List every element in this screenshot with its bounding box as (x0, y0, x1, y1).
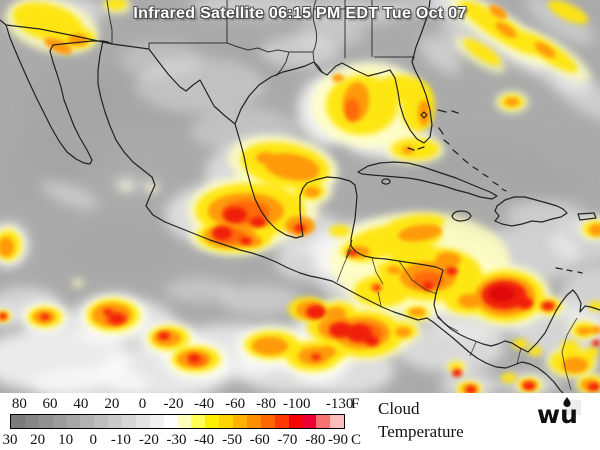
colorbar-cell (177, 415, 192, 428)
colorbar-cell (108, 415, 122, 428)
tick-label: -90 (328, 432, 348, 448)
colorbar-cell (135, 415, 150, 428)
tick-label: -60 (249, 432, 270, 448)
tick-label: -20 (163, 396, 184, 412)
celsius-unit-label: C (351, 432, 362, 448)
legend-caption-line1: Cloud (378, 399, 420, 418)
colorbar-cell (233, 415, 247, 428)
legend-colorbar (10, 414, 345, 429)
colorbar-cell (302, 415, 317, 428)
coastlines (0, 0, 600, 393)
colorbar-cell (11, 415, 25, 428)
satellite-image (0, 0, 600, 393)
tick-label: 0 (89, 432, 98, 448)
tick-label: -50 (222, 432, 243, 448)
wu-logo: wu (536, 397, 584, 434)
colorbar-cell (80, 415, 95, 428)
colorbar-cell (274, 415, 289, 428)
tick-label: -80 (256, 396, 277, 412)
colorbar-cell (163, 415, 178, 428)
colorbar-cell (260, 415, 275, 428)
colorbar-cell (330, 415, 344, 428)
tick-label: 60 (42, 396, 58, 412)
tick-label: -20 (138, 432, 159, 448)
colorbar-cell (219, 415, 233, 428)
tick-label: -130 (325, 396, 354, 412)
colorbar-cell (94, 415, 109, 428)
colorbar-cell (24, 415, 39, 428)
colorbar-cell (191, 415, 206, 428)
tick-label: -10 (110, 432, 131, 448)
wu-logo-graphic: wu (537, 397, 581, 429)
fahrenheit-unit-label: F (351, 396, 360, 412)
tick-label: 30 (2, 432, 18, 448)
legend-bar: 80 60 40 20 0 -20 -40 -60 -80 -100 -130 30 20 10 0 -10… (0, 393, 600, 450)
tick-label: -100 (282, 396, 311, 412)
tick-label: -30 (166, 432, 187, 448)
tick-label: 10 (58, 432, 74, 448)
colorbar-cell (38, 415, 53, 428)
logo-wordmark: wu (537, 400, 578, 429)
tick-label: -60 (225, 396, 246, 412)
legend-caption-line2: Temperature (378, 422, 464, 441)
tick-label: 0 (138, 396, 147, 412)
colorbar-cell (149, 415, 164, 428)
colorbar-cell (52, 415, 67, 428)
colorbar-cell (205, 415, 220, 428)
tick-label: -40 (194, 432, 215, 448)
satellite-map: Infrared Satellite 06:15 PM EDT Tue Oct … (0, 0, 600, 393)
colorbar-cell (316, 415, 331, 428)
tick-label: 80 (11, 396, 27, 412)
tick-label: -40 (194, 396, 215, 412)
legend-caption: Cloud Temperature (378, 397, 464, 443)
logo-droplet-icon (563, 397, 571, 408)
f-tick-row: 80 60 40 20 0 -20 -40 -60 -80 -100 -130 (10, 396, 354, 412)
tick-label: -70 (277, 432, 298, 448)
colorbar-cell (288, 415, 303, 428)
colorbar-cell (122, 415, 136, 428)
colorbar-cell (246, 415, 261, 428)
map-title: Infrared Satellite 06:15 PM EDT Tue Oct … (133, 5, 467, 22)
tick-label: -80 (305, 432, 326, 448)
political-borders (106, 0, 578, 391)
tick-label: 40 (73, 396, 89, 412)
tick-label: 20 (104, 396, 120, 412)
c-tick-row: 30 20 10 0 -10 -20 -30 -40 -50 -60 -70 -80 -90 (3, 432, 349, 448)
colorbar-cell (66, 415, 81, 428)
tick-label: 20 (30, 432, 46, 448)
